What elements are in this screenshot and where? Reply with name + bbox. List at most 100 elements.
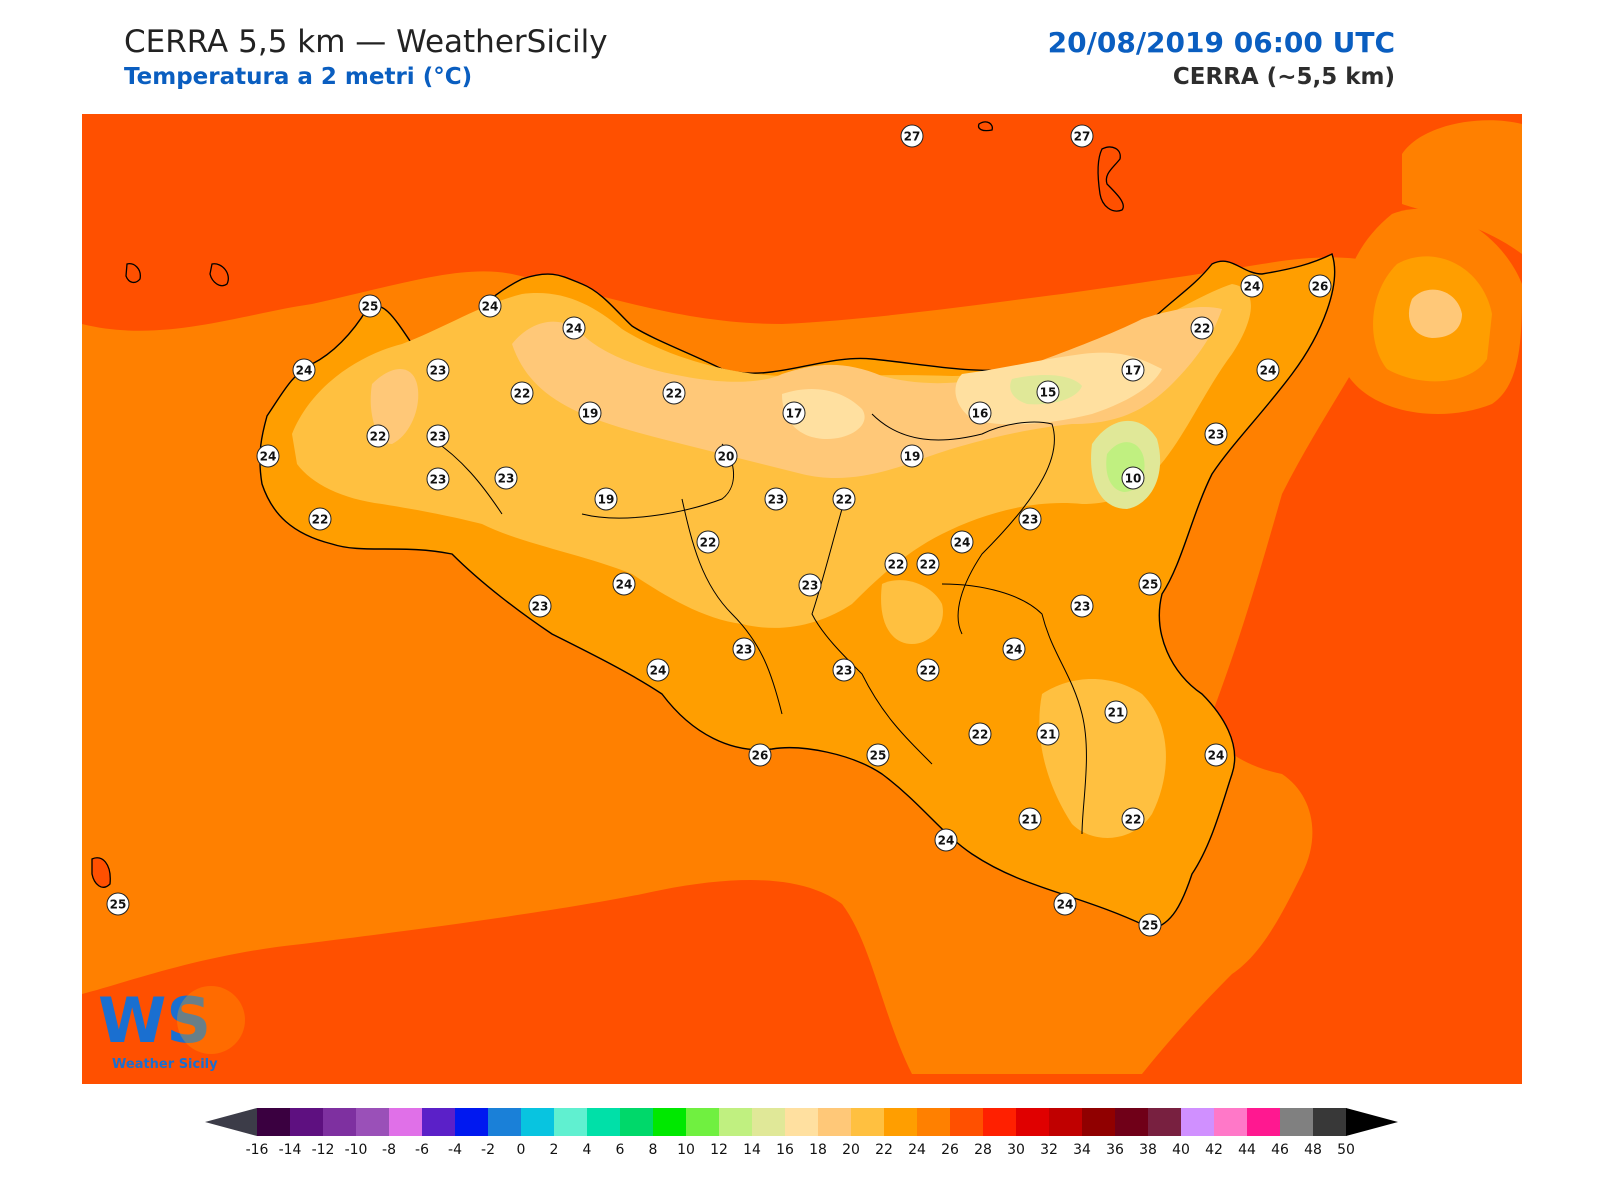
station-temperature: 17 (786, 407, 803, 421)
station-marker: 22 (884, 552, 908, 576)
colorbar-swatch (554, 1108, 588, 1136)
station-marker: 17 (1121, 358, 1145, 382)
station-marker: 23 (528, 594, 552, 618)
colorbar-swatch (1214, 1108, 1248, 1136)
model-name: CERRA (~5,5 km) (1172, 64, 1395, 90)
colorbar-swatch (1313, 1108, 1347, 1136)
colorbar-tick-label: 24 (908, 1142, 926, 1158)
station-marker: 27 (1070, 124, 1094, 148)
station-marker: 24 (1053, 892, 1077, 916)
station-marker: 21 (1018, 807, 1042, 831)
station-temperature: 16 (972, 407, 989, 421)
station-marker: 22 (832, 487, 856, 511)
station-temperature: 27 (1074, 130, 1091, 144)
colorbar-tick-label: 6 (616, 1142, 625, 1158)
station-marker: 19 (578, 401, 602, 425)
colorbar-swatch (1148, 1108, 1182, 1136)
colorbar-swatch (257, 1108, 291, 1136)
colorbar-swatch (1280, 1108, 1314, 1136)
colorbar-swatch (1016, 1108, 1050, 1136)
colorbar-swatch (422, 1108, 456, 1136)
station-marker: 24 (1240, 274, 1264, 298)
station-temperature: 22 (888, 558, 905, 572)
station-temperature: 23 (802, 579, 819, 593)
station-marker: 22 (1190, 316, 1214, 340)
station-marker: 23 (1070, 594, 1094, 618)
station-temperature: 26 (752, 749, 769, 763)
station-temperature: 25 (1142, 578, 1159, 592)
station-marker: 23 (426, 358, 450, 382)
colorbar-tick-label: 44 (1238, 1142, 1256, 1158)
colorbar-tick-label: 34 (1073, 1142, 1091, 1158)
station-marker: 19 (900, 444, 924, 468)
colorbar-tick-label: -8 (382, 1142, 396, 1158)
station-temperature: 24 (650, 664, 667, 678)
station-marker: 24 (934, 828, 958, 852)
station-temperature: 24 (1057, 898, 1074, 912)
station-marker: 27 (900, 124, 924, 148)
station-marker: 24 (646, 658, 670, 682)
station-marker: 24 (562, 316, 586, 340)
colorbar-swatch (488, 1108, 522, 1136)
station-temperature: 25 (870, 749, 887, 763)
islands (91, 121, 1124, 888)
station-marker: 25 (106, 892, 130, 916)
station-temperature: 21 (1108, 706, 1125, 720)
station-temperature: 23 (836, 664, 853, 678)
station-temperature: 19 (598, 493, 615, 507)
station-temperature: 21 (1022, 813, 1039, 827)
station-marker: 23 (764, 487, 788, 511)
colorbar-tick-label: 26 (941, 1142, 959, 1158)
station-temperature: 25 (110, 898, 127, 912)
temperature-colorbar: -16 -14 -12 -10 -8 -6 -4 -2 0 2 4 6 8 10 12 14 16 18 20 22 2… (205, 1108, 1398, 1158)
station-temperature: 22 (312, 513, 329, 527)
colorbar-tick-label: 50 (1337, 1142, 1355, 1158)
colorbar-tick-label: 22 (875, 1142, 893, 1158)
station-marker: 23 (426, 467, 450, 491)
colorbar-swatch (1181, 1108, 1215, 1136)
colorbar-tick-label: 12 (710, 1142, 728, 1158)
colorbar-overflow (1346, 1108, 1398, 1136)
colorbar-swatch (1247, 1108, 1281, 1136)
colorbar-tick-label: -4 (448, 1142, 462, 1158)
colorbar-tick-label: -6 (415, 1142, 429, 1158)
colorbar-swatch (587, 1108, 621, 1136)
colorbar-swatch (521, 1108, 555, 1136)
station-temperature: 22 (920, 664, 937, 678)
colorbar-swatch (356, 1108, 390, 1136)
station-temperature: 22 (700, 536, 717, 550)
station-temperature: 23 (430, 473, 447, 487)
station-marker: 23 (732, 637, 756, 661)
station-temperature: 24 (1006, 643, 1023, 657)
station-temperature: 22 (1125, 813, 1142, 827)
colorbar-swatch (1049, 1108, 1083, 1136)
colorbar-swatch (686, 1108, 720, 1136)
land-cool-band (512, 307, 1222, 479)
station-temperature: 19 (904, 450, 921, 464)
land-warm-south (1039, 679, 1166, 838)
station-temperature: 22 (514, 387, 531, 401)
station-marker: 22 (968, 722, 992, 746)
station-marker: 23 (1204, 422, 1228, 446)
station-temperature: 17 (1125, 364, 1142, 378)
colorbar-tick-label: 46 (1271, 1142, 1289, 1158)
colorbar-swatch (851, 1108, 885, 1136)
colorbar-tick-label: 18 (809, 1142, 827, 1158)
station-temperature: 24 (1260, 364, 1277, 378)
colorbar-tick-label: 20 (842, 1142, 860, 1158)
colorbar-tick-label: 0 (517, 1142, 526, 1158)
station-marker: 25 (866, 743, 890, 767)
station-temperature: 24 (260, 450, 277, 464)
station-marker: 24 (612, 572, 636, 596)
station-marker: 21 (1104, 700, 1128, 724)
forecast-datetime: 20/08/2019 06:00 UTC (1047, 26, 1395, 59)
station-marker: 23 (832, 658, 856, 682)
station-temperature: 23 (1208, 428, 1225, 442)
colorbar-tick-label: -10 (345, 1142, 368, 1158)
colorbar-underflow (205, 1108, 257, 1136)
station-marker: 22 (510, 381, 534, 405)
station-marker: 24 (478, 294, 502, 318)
colorbar-tick-label: 16 (776, 1142, 794, 1158)
station-marker: 16 (968, 401, 992, 425)
colorbar-tick-label: 30 (1007, 1142, 1025, 1158)
